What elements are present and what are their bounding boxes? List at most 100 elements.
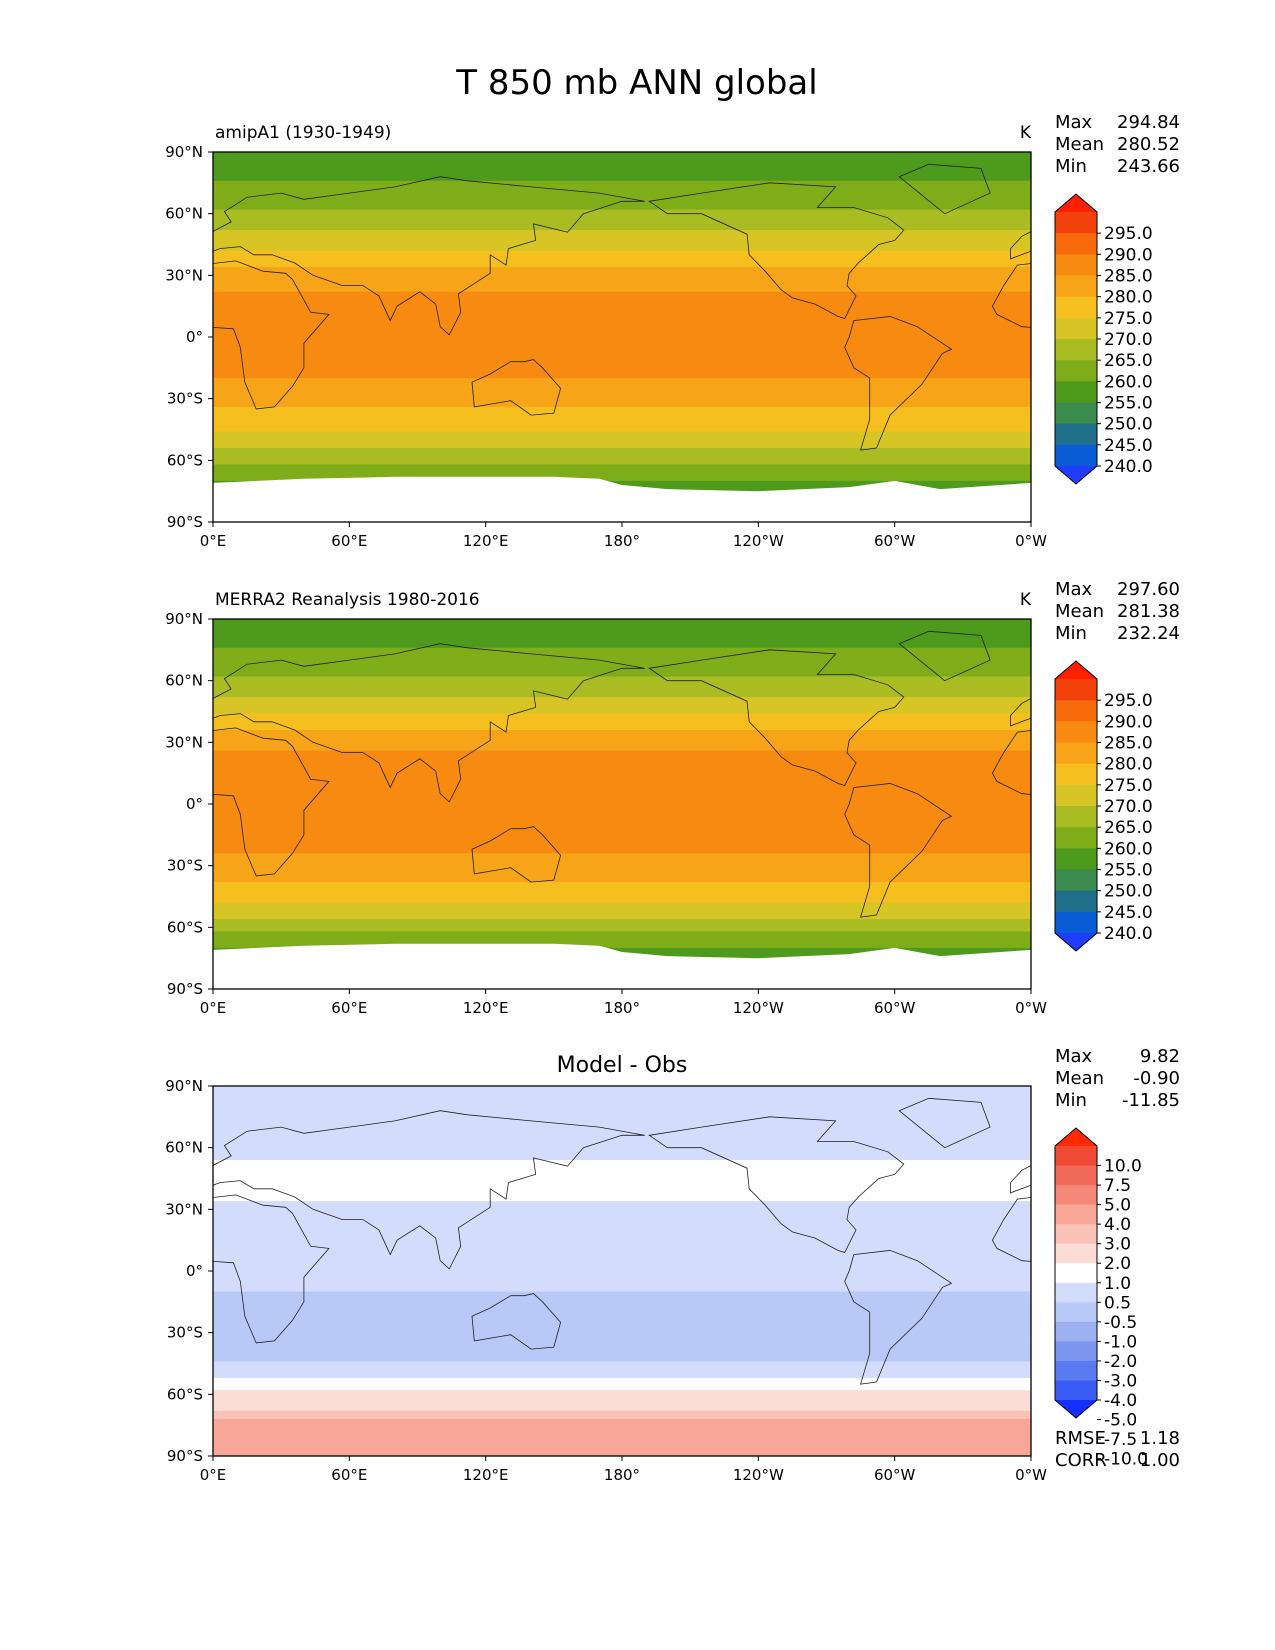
lat-band — [213, 1184, 1031, 1190]
lat-band — [213, 935, 1031, 941]
lat-band — [213, 804, 1031, 809]
lat-band — [213, 1262, 1031, 1268]
colorbar-segment — [1055, 1165, 1097, 1186]
y-tick-label: 30°S — [167, 857, 203, 875]
lat-band — [213, 890, 1031, 896]
lat-band — [213, 841, 1031, 846]
colorbar-tick-label: 10.0 — [1104, 1157, 1142, 1177]
lat-band — [213, 1131, 1031, 1136]
lat-band — [213, 1291, 1031, 1297]
lat-band — [213, 394, 1031, 400]
colorbar-extend-bottom — [1055, 1400, 1097, 1418]
lat-band — [213, 1234, 1031, 1239]
lat-band — [213, 374, 1031, 379]
lat-band — [213, 1386, 1031, 1391]
lat-band — [213, 1332, 1031, 1338]
colorbar-tick-label: 275.0 — [1104, 309, 1153, 329]
colorbar-segment — [1055, 339, 1097, 361]
x-tick-label: 120°W — [733, 999, 784, 1017]
lat-band — [213, 1410, 1031, 1416]
stat-label: Max — [1055, 112, 1093, 133]
colorbar-tick-label: -4.0 — [1104, 1391, 1137, 1411]
y-tick-label: 90°N — [165, 143, 203, 161]
lat-band — [213, 902, 1031, 908]
y-tick-label: 30°N — [165, 266, 203, 284]
lat-band — [213, 1406, 1031, 1412]
colorbar-tick-label: 4.0 — [1104, 1215, 1131, 1235]
lat-band — [213, 656, 1031, 661]
lat-band — [213, 832, 1031, 838]
lat-band — [213, 1312, 1031, 1317]
lat-band — [213, 1266, 1031, 1272]
colorbar-segment — [1055, 402, 1097, 425]
colorbar-segment — [1055, 1224, 1097, 1245]
lat-band — [213, 328, 1031, 334]
lat-band — [213, 308, 1031, 313]
lat-band — [213, 246, 1031, 252]
lat-band — [213, 623, 1031, 628]
diff-field — [213, 1086, 1031, 1456]
lat-band — [213, 758, 1031, 764]
lat-band — [213, 452, 1031, 457]
lat-band — [213, 1377, 1031, 1383]
lat-band — [213, 836, 1031, 842]
lat-band — [213, 168, 1031, 174]
lat-band — [213, 291, 1031, 297]
colorbar-tick-label: 295.0 — [1104, 691, 1153, 711]
coastline-australia — [471, 826, 562, 883]
colorbar-tick-label: -7.5 — [1104, 1430, 1137, 1450]
lat-band — [213, 1390, 1031, 1395]
lat-band — [213, 152, 1031, 157]
y-tick-label: 30°S — [167, 1324, 203, 1342]
lat-band — [213, 1127, 1031, 1132]
colorbar-segment — [1055, 890, 1097, 913]
lat-band — [213, 1118, 1031, 1124]
lat-band — [213, 808, 1031, 813]
lat-band — [213, 456, 1031, 461]
lat-band — [213, 1094, 1031, 1099]
lat-band — [213, 1275, 1031, 1280]
y-tick-label: 60°N — [165, 1139, 203, 1157]
lat-band — [213, 283, 1031, 289]
panel-title: MERRA2 Reanalysis 1980-2016 — [215, 590, 480, 610]
lat-band — [213, 1250, 1031, 1256]
stat-label: Max — [1055, 1046, 1093, 1067]
colorbar-segment — [1055, 1185, 1097, 1206]
continent-outlines — [213, 1097, 1031, 1385]
lat-band — [213, 820, 1031, 826]
coastline-greenland — [898, 630, 991, 682]
lat-band — [213, 1303, 1031, 1309]
x-tick-label: 60°E — [331, 532, 367, 550]
lat-band — [213, 361, 1031, 367]
lat-band — [213, 205, 1031, 211]
lat-band — [213, 295, 1031, 301]
colorbar-segment — [1055, 827, 1097, 849]
colorbar-segment — [1055, 1380, 1097, 1401]
coastline-samerica — [844, 1249, 953, 1385]
lat-band — [213, 915, 1031, 920]
coastline-africa — [213, 1194, 330, 1344]
colorbar-segment — [1055, 784, 1097, 807]
panel-obs: 0°E 60°E 120°E 180° 120°W 60°W 0°W 90°N 60°N 30°N… — [165, 579, 1180, 1017]
colorbar-tick-label: 5.0 — [1104, 1196, 1131, 1216]
lat-band — [213, 1176, 1031, 1182]
lat-band — [213, 701, 1031, 706]
lat-band — [213, 791, 1031, 797]
lat-band — [213, 878, 1031, 883]
colorbar-tick-label: 7.5 — [1104, 1176, 1131, 1196]
lat-band — [213, 647, 1031, 653]
colorbar-segment — [1055, 381, 1097, 403]
lat-band — [213, 1139, 1031, 1145]
lat-band — [213, 1443, 1031, 1449]
lat-band — [213, 734, 1031, 739]
colorbar-segment — [1055, 423, 1097, 446]
lat-band — [213, 1147, 1031, 1153]
x-tick-label: 0°W — [1015, 532, 1047, 550]
lat-band — [213, 619, 1031, 624]
stat-value: 243.66 — [1117, 156, 1180, 177]
colorbar-tick-label: 285.0 — [1104, 267, 1153, 287]
colorbar-tick-label: 255.0 — [1104, 861, 1153, 881]
lat-band — [213, 1192, 1031, 1198]
lat-band — [213, 873, 1031, 879]
lat-band — [213, 1382, 1031, 1387]
